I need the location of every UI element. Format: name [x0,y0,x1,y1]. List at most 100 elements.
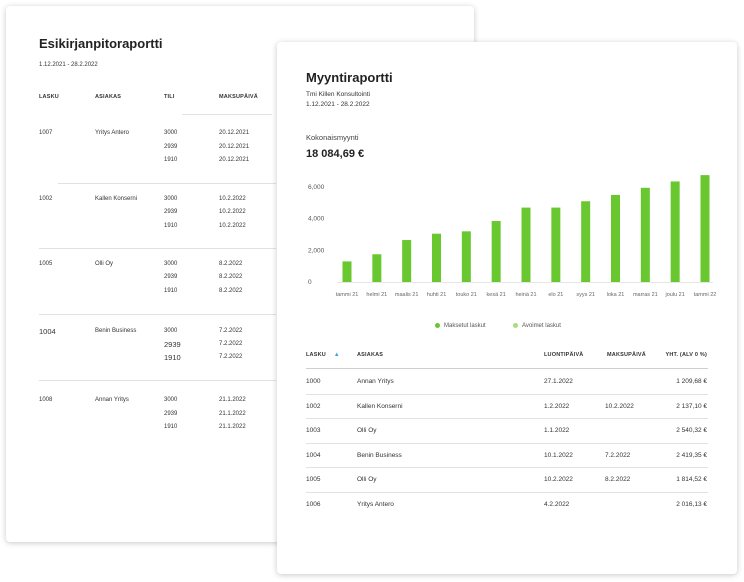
row-divider [306,418,708,420]
row-maksupaiva: 10.2.2022 [605,402,634,410]
journal-row-tili: 2939 [164,209,178,215]
x-tick-label: helmi 21 [366,292,387,298]
journal-row-tili: 1910 [164,424,178,430]
row-asiakas: Kallen Konserni [357,402,403,410]
row-luontipaiva: 10.2.2022 [544,476,573,484]
y-tick-label: 2,000 [308,247,325,254]
journal-header-lasku: LASKU [39,94,59,100]
journal-row-lasku: 1004 [39,327,56,336]
y-tick-label: 0 [308,279,312,286]
journal-row-lasku: 1002 [39,196,53,202]
journal-row-date: 8.2.2022 [219,274,243,280]
journal-row-date: 8.2.2022 [219,261,243,267]
sales-bar-chart: 6,000 4,000 2,000 0 tammi 21 helmi 21 maalis 2… [308,175,717,298]
total-sales-label: Kokonaismyynti [306,133,359,142]
journal-row-tili: 1910 [164,353,181,362]
row-asiakas: Yritys Antero [357,501,394,508]
bar-paid[interactable] [461,231,471,282]
journal-row-asiakas: Benin Business [95,328,137,334]
journal-row-tili: 3000 [164,261,178,267]
row-divider [306,393,708,395]
journal-row-lasku: 1005 [39,261,53,267]
y-tick-label: 6,000 [308,184,325,191]
sales-report-card: Myyntiraportti Tmi Killen Konsultointi 1… [277,42,737,574]
header-lasku-label: LASKU [306,352,326,358]
bar-paid[interactable] [551,207,561,282]
journal-row-tili: 2939 [164,144,178,150]
row-yht: 2 540,32 € [676,427,707,435]
journal-row-asiakas: Annan Yritys [95,397,129,403]
legend-paid: Maksetut laskut [435,323,486,329]
x-tick-label: marras 21 [633,292,658,298]
x-tick-label: maalis 21 [395,292,419,298]
row-maksupaiva: 8.2.2022 [605,476,631,484]
bar-paid[interactable] [611,194,620,282]
journal-row-tili: 3000 [164,397,178,403]
journal-row-tili: 3000 [164,196,178,202]
x-tick-label: heinä 21 [515,292,536,298]
legend-open-label: Avoimet laskut [522,323,561,330]
journal-row-tili: 2939 [164,411,178,417]
header-maksupaiva[interactable]: MAKSUPÄIVÄ [607,352,646,358]
row-yht: 2 016,13 € [676,501,707,508]
legend-open-swatch [513,323,518,328]
x-tick-label: syys 21 [576,292,595,298]
journal-period: 1.12.2021 - 28.2.2022 [39,62,98,68]
journal-row-date: 7.2.2022 [219,354,243,360]
journal-row-lasku: 1008 [39,397,53,403]
row-luontipaiva: 27.1.2022 [544,378,573,385]
x-tick-label: touko 21 [456,292,477,298]
bar-paid[interactable] [581,201,591,282]
header-luontipaiva[interactable]: LUONTIPÄIVÄ [544,352,584,358]
journal-row-tili: 1910 [164,223,178,229]
bar-paid[interactable] [670,181,680,282]
x-tick-label: tammi 22 [694,292,717,298]
bar-paid[interactable] [700,175,710,282]
header-yht[interactable]: YHT. (ALV 0 %) [665,352,707,358]
row-lasku: 1005 [306,476,321,484]
table-header-divider [306,368,708,369]
bar-paid[interactable] [342,261,352,282]
bar-paid[interactable] [432,233,441,282]
journal-divider [39,314,276,315]
journal-header-asiakas: ASIAKAS [95,94,122,100]
journal-header-maksupaiva: MAKSUPÄIVÄ [219,94,258,100]
row-luontipaiva: 10.1.2022 [544,451,573,459]
sort-by-lasku-header[interactable]: LASKU ▲ [306,352,340,358]
journal-row-date: 21.1.2022 [219,397,246,403]
row-luontipaiva: 1.2.2022 [544,402,570,410]
x-tick-label: huhti 21 [427,292,447,298]
bar-paid[interactable] [402,240,412,282]
x-tick-label: elo 21 [548,292,563,298]
row-yht: 1 814,52 € [676,476,707,484]
row-lasku: 1006 [306,501,321,508]
header-asiakas[interactable]: ASIAKAS [357,352,384,358]
row-lasku: 1004 [306,451,321,459]
journal-row-date: 20.12.2021 [219,157,250,163]
journal-row-date: 20.12.2021 [219,144,250,150]
journal-row-date: 10.2.2022 [219,223,246,229]
row-lasku: 1002 [306,402,321,410]
row-asiakas: Olli Oy [357,476,377,484]
row-yht: 2 137,10 € [676,402,707,410]
legend-open: Avoimet laskut [513,323,561,329]
bar-paid[interactable] [521,207,531,282]
journal-row-tili: 1910 [164,288,178,294]
x-tick-label: joulu 21 [665,292,685,298]
row-lasku: 1000 [306,378,321,385]
row-yht: 1 209,68 € [676,378,707,385]
bar-paid[interactable] [640,187,650,282]
bar-paid[interactable] [491,221,501,282]
journal-row-tili: 2939 [164,340,181,349]
sales-company: Tmi Killen Konsultointi [306,91,370,98]
journal-row-asiakas: Kallen Konserni [95,196,138,202]
row-asiakas: Olli Oy [357,427,377,435]
journal-title: Esikirjanpitoraportti [39,36,163,51]
journal-divider [39,248,276,249]
row-lasku: 1003 [306,427,321,435]
y-tick-label: 4,000 [308,216,325,223]
journal-row-date: 21.1.2022 [219,411,246,417]
journal-row-lasku: 1007 [39,130,53,136]
bar-paid[interactable] [372,254,382,282]
journal-row-date: 10.2.2022 [219,196,246,202]
